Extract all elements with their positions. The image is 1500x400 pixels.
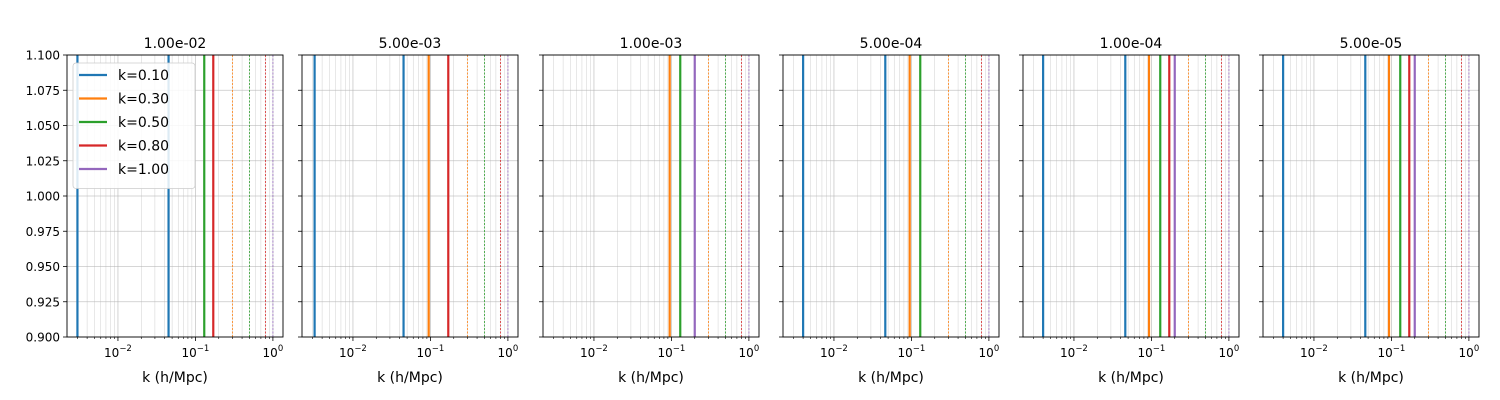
subplot-3: 10−2 10−1 100 1.00e-03 k (h/Mpc) bbox=[539, 36, 760, 386]
x-tick-label: 100 bbox=[263, 344, 284, 360]
series-lines bbox=[1042, 55, 1230, 337]
legend-label: k=0.50 bbox=[118, 115, 169, 131]
x-tick-label: 10−1 bbox=[182, 344, 210, 360]
series-lines bbox=[1282, 55, 1470, 337]
grid bbox=[783, 54, 999, 338]
x-axis-label: k (h/Mpc) bbox=[142, 370, 208, 386]
grid bbox=[543, 54, 759, 338]
y-tick-label: 1.100 bbox=[26, 49, 60, 63]
x-tick-label: 100 bbox=[739, 344, 760, 360]
grid bbox=[1023, 54, 1239, 338]
x-tick-label: 100 bbox=[979, 344, 1000, 360]
x-axis-label: k (h/Mpc) bbox=[858, 370, 924, 386]
legend-label: k=0.10 bbox=[118, 68, 169, 84]
y-tick-label: 0.975 bbox=[26, 225, 60, 239]
subplot-title: 5.00e-03 bbox=[379, 36, 442, 52]
y-tick-label: 1.050 bbox=[26, 119, 60, 133]
series-lines bbox=[313, 55, 509, 337]
subplot-title: 5.00e-05 bbox=[1340, 36, 1403, 52]
y-tick-label: 0.925 bbox=[26, 295, 60, 309]
y-tick-label: 0.950 bbox=[26, 260, 60, 274]
x-tick-label: 100 bbox=[1219, 344, 1240, 360]
legend: k=0.10 k=0.30 k=0.50 k=0.80 k=1.00 bbox=[72, 62, 196, 189]
y-tick-label: 1.075 bbox=[26, 84, 60, 98]
x-tick-label: 100 bbox=[1459, 344, 1480, 360]
legend-label: k=0.80 bbox=[118, 139, 169, 155]
subplot-title: 1.00e-03 bbox=[620, 36, 683, 52]
x-tick-label: 10−2 bbox=[339, 344, 367, 360]
subplot-title: 1.00e-02 bbox=[144, 36, 207, 52]
x-tick-label: 10−2 bbox=[1300, 344, 1328, 360]
x-tick-label: 10−2 bbox=[1060, 344, 1088, 360]
x-tick-label: 10−2 bbox=[820, 344, 848, 360]
grid bbox=[1263, 54, 1479, 338]
legend-label: k=1.00 bbox=[118, 162, 169, 178]
subplot-1: 0.900 0.925 0.950 0.975 1.000 1.025 1.050 1.075… bbox=[26, 36, 284, 386]
y-tick-label: 1.000 bbox=[26, 190, 60, 204]
series-lines bbox=[668, 55, 750, 337]
x-axis-label: k (h/Mpc) bbox=[618, 370, 684, 386]
subplot-2: 10−2 10−1 100 5.00e-03 k (h/Mpc) bbox=[298, 36, 519, 386]
x-tick-label: 10−1 bbox=[1138, 344, 1166, 360]
x-axis-label: k (h/Mpc) bbox=[1098, 370, 1164, 386]
x-tick-label: 10−1 bbox=[417, 344, 445, 360]
x-axis-label: k (h/Mpc) bbox=[1338, 370, 1404, 386]
x-tick-label: 10−1 bbox=[1378, 344, 1406, 360]
x-tick-label: 10−2 bbox=[580, 344, 608, 360]
subplot-5: 10−2 10−1 100 1.00e-04 k (h/Mpc) bbox=[1019, 36, 1240, 386]
subplot-title: 5.00e-04 bbox=[860, 36, 923, 52]
x-tick-label: 100 bbox=[498, 344, 519, 360]
legend-label: k=0.30 bbox=[118, 92, 169, 108]
y-tick-label: 1.025 bbox=[26, 154, 60, 168]
x-tick-label: 10−1 bbox=[898, 344, 926, 360]
series-lines bbox=[802, 55, 990, 337]
x-tick-label: 10−2 bbox=[104, 344, 132, 360]
subplot-4: 10−2 10−1 100 5.00e-04 k (h/Mpc) bbox=[779, 36, 1000, 386]
subplot-title: 1.00e-04 bbox=[1100, 36, 1163, 52]
series-lines bbox=[76, 55, 274, 337]
x-axis-label: k (h/Mpc) bbox=[377, 370, 443, 386]
legend-box bbox=[72, 62, 196, 189]
x-tick-label: 10−1 bbox=[658, 344, 686, 360]
subplot-6: 10−2 10−1 100 5.00e-05 k (h/Mpc) bbox=[1259, 36, 1480, 386]
y-tick-label: 0.900 bbox=[26, 331, 60, 345]
grid bbox=[302, 54, 518, 338]
